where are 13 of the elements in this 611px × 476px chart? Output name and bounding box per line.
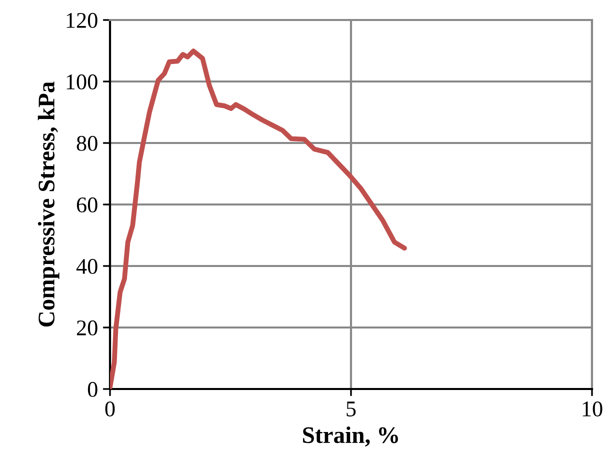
x-tick-label: 5 (346, 402, 356, 416)
y-tick-label: 20 (76, 320, 98, 336)
y-tick-label: 80 (76, 136, 98, 151)
x-axis-title: Strain, % (303, 426, 398, 447)
line-series (110, 48, 407, 389)
y-tick-label: 40 (76, 258, 98, 274)
y-tick-label: 100 (66, 74, 98, 90)
y-tick-label: 0 (88, 382, 98, 397)
x-tick-label: 10 (582, 401, 602, 416)
y-tick-label: 60 (76, 197, 98, 212)
x-tick-label: 0 (105, 401, 115, 416)
y-axis-title: Compressive Stress, kPa (38, 82, 60, 327)
y-tick-label: 120 (66, 12, 98, 28)
